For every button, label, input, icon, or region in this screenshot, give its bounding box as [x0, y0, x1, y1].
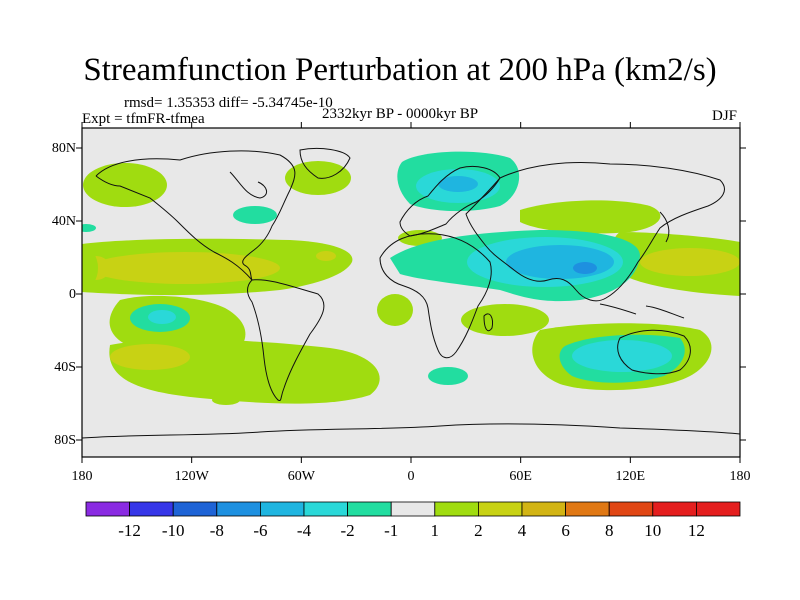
contour-region — [83, 163, 167, 207]
contour-region — [573, 262, 597, 274]
colorbar-box — [608, 501, 654, 517]
contour-region — [90, 252, 280, 284]
coastlines — [82, 147, 740, 439]
lon-tick-label: 60W — [288, 469, 316, 484]
lon-tick-label: 120E — [616, 469, 646, 484]
experiment-label: Expt = tfmFR-tfmea — [82, 111, 205, 127]
colorbar-box — [565, 501, 610, 517]
lon-tick-label: 180 — [72, 469, 93, 484]
colorbar-label: -1 — [384, 521, 398, 540]
lat-tick-label: 40S — [54, 360, 76, 375]
contour-region — [461, 304, 549, 336]
colorbar-box — [259, 501, 305, 517]
contour-region — [377, 294, 413, 326]
contour-region — [110, 344, 190, 370]
colorbar-box — [85, 501, 130, 517]
contour-region — [82, 224, 96, 232]
colorbar-box — [129, 501, 174, 517]
lat-tick-label: 0 — [69, 287, 76, 302]
contour-region — [572, 340, 672, 372]
colorbar-label: -2 — [341, 521, 355, 540]
colorbar-label: 1 — [431, 521, 440, 540]
colorbar-box — [347, 501, 392, 517]
contour-fields — [82, 147, 740, 439]
colorbar-box — [303, 501, 348, 517]
colorbar-label: 8 — [605, 521, 614, 540]
lat-tick-label: 40N — [52, 214, 76, 229]
colorbar-box — [434, 501, 479, 517]
contour-region — [640, 248, 740, 276]
map-title: Streamfunction Perturbation at 200 hPa (… — [83, 52, 717, 88]
period-label: 2332kyr BP - 0000kyr BP — [322, 106, 479, 122]
colorbar-box — [390, 501, 436, 517]
colorbar-box — [521, 501, 566, 517]
colorbar-label: -6 — [253, 521, 267, 540]
colorbar-label: 2 — [474, 521, 483, 540]
colorbar-box — [477, 501, 523, 517]
colorbar-label: 12 — [688, 521, 705, 540]
colorbar — [85, 501, 741, 517]
colorbar-label: 6 — [561, 521, 570, 540]
colorbar-label: 4 — [518, 521, 527, 540]
contour-region — [520, 200, 661, 234]
lon-tick-label: 60E — [509, 469, 532, 484]
colorbar-box — [172, 501, 218, 517]
stats-text: rmsd= 1.35353 diff= -5.34745e-10 — [124, 95, 333, 111]
lat-tick-label: 80N — [52, 141, 76, 156]
lon-tick-label: 0 — [408, 469, 415, 484]
contour-region — [212, 395, 240, 405]
colorbar-box — [652, 501, 697, 517]
lat-tick-label: 80S — [54, 433, 76, 448]
lon-tick-label: 120W — [175, 469, 210, 484]
colorbar-label: -8 — [210, 521, 224, 540]
contour-region — [506, 245, 614, 279]
contour-region — [148, 310, 176, 324]
colorbar-box — [216, 501, 261, 517]
season-label: DJF — [712, 108, 738, 124]
colorbar-label: 10 — [644, 521, 661, 540]
contour-region — [316, 251, 336, 261]
colorbar-label: -12 — [118, 521, 141, 540]
axis-ticks — [76, 122, 746, 463]
contour-region — [82, 246, 98, 290]
lon-tick-label: 180 — [730, 469, 751, 484]
colorbar-label: -10 — [162, 521, 185, 540]
colorbar-labels: -12 -10 -8 -6 -4 -2 -1 1 2 4 6 8 10 12 — [118, 521, 705, 540]
colorbar-box — [696, 501, 741, 517]
contour-region — [233, 206, 277, 224]
contour-region — [428, 367, 468, 385]
colorbar-label: -4 — [297, 521, 312, 540]
contour-region — [438, 176, 478, 192]
